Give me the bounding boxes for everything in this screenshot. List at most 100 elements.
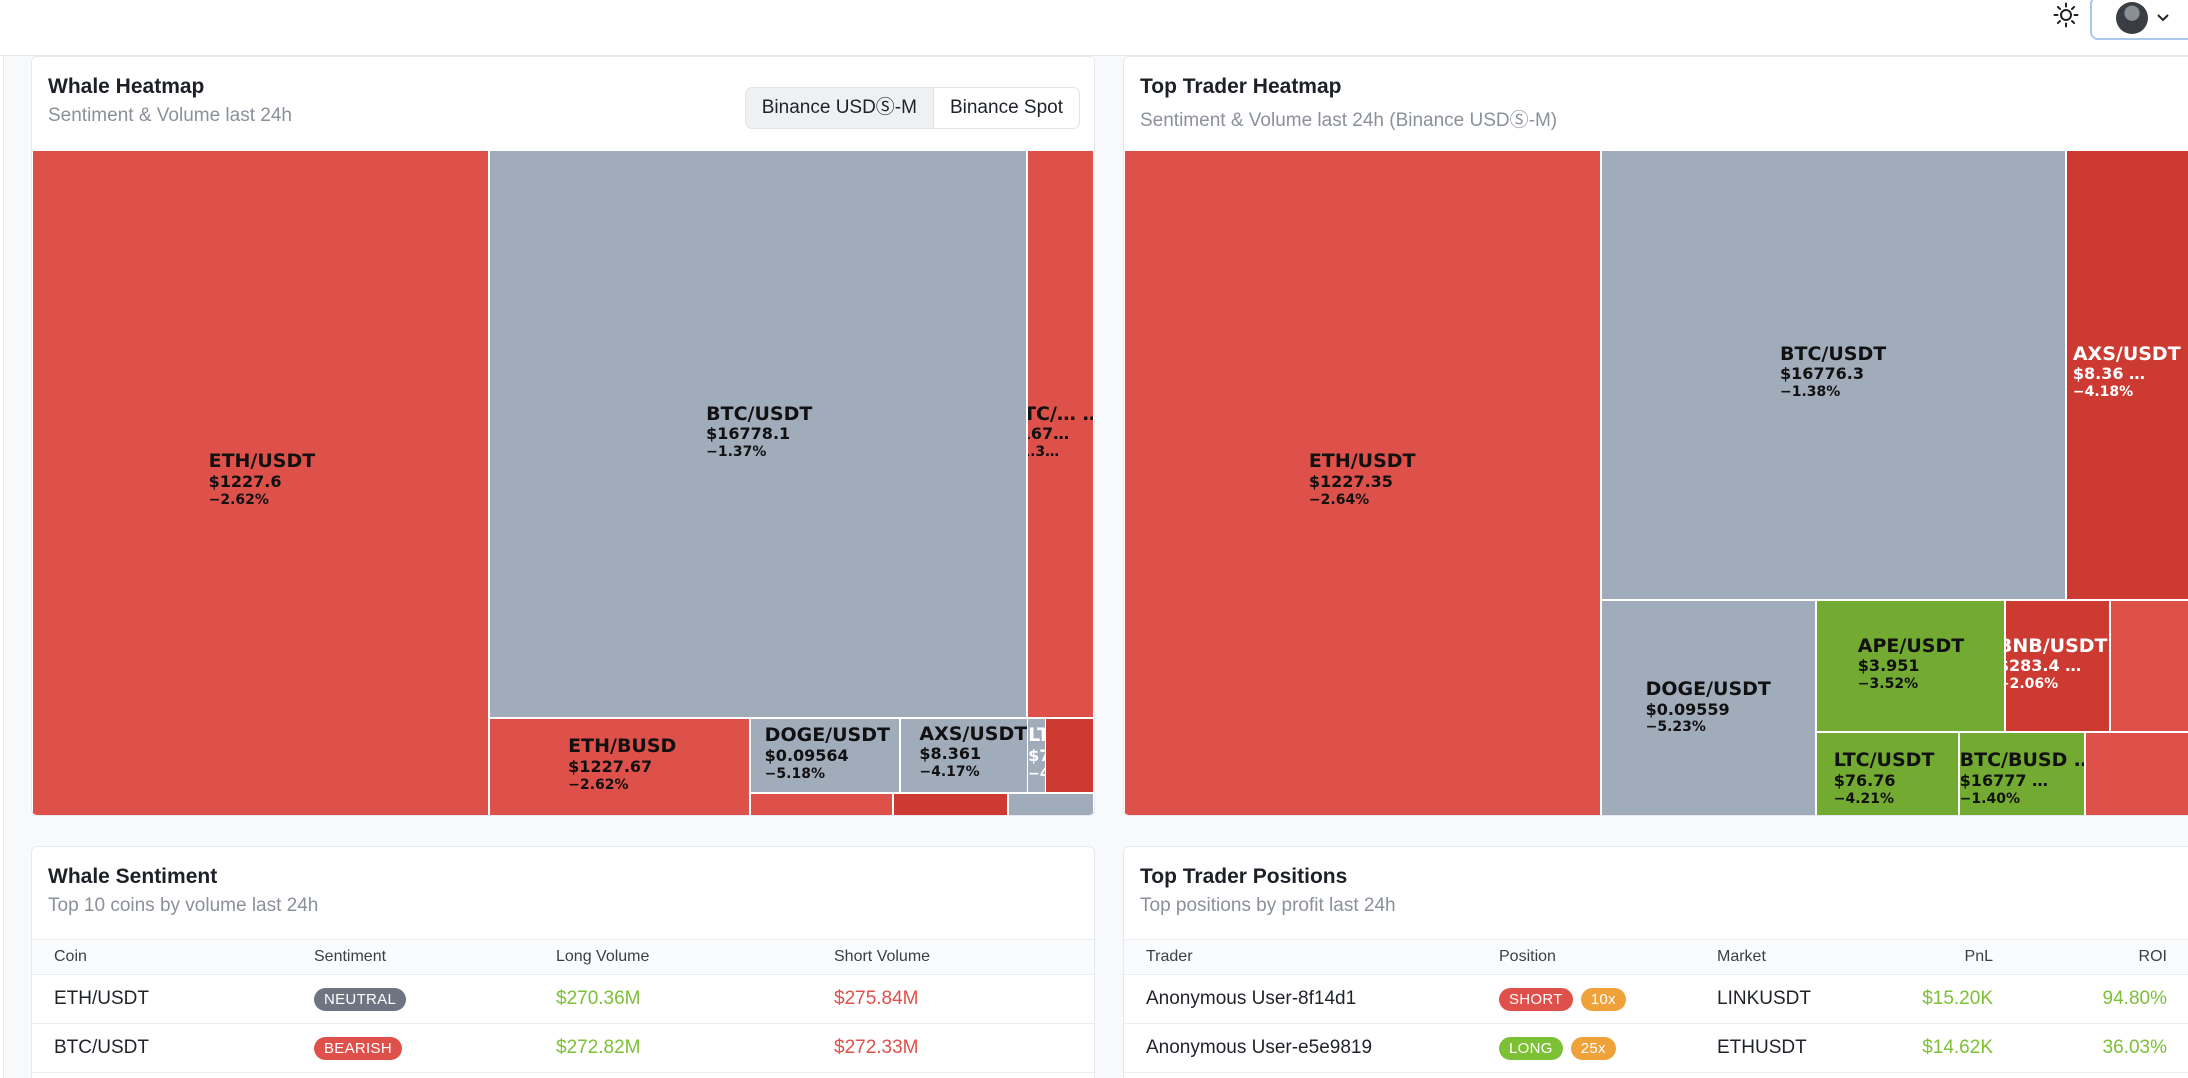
whale-sentiment-table: Coin Sentiment Long Volume Short Volume … bbox=[32, 939, 1094, 1073]
theme-toggle-button[interactable] bbox=[2050, 1, 2082, 29]
tile-symbol: LT… … bbox=[1028, 724, 1046, 747]
sun-icon bbox=[2053, 2, 2079, 28]
whale-tile[interactable]: ETH/USDT $1227.6 −2.62% bbox=[32, 150, 490, 815]
top-trader-positions-subtitle: Top positions by profit last 24h bbox=[1140, 895, 1396, 916]
whale-tile-label: DOGE/USDT $0.09564 −5.18% bbox=[765, 724, 890, 782]
top-trader-heatmap-subtitle: Sentiment & Volume last 24h (Binance USD… bbox=[1140, 110, 1558, 131]
whale-sentiment-title: Whale Sentiment bbox=[48, 865, 218, 888]
top-trader-tile[interactable]: DOGE/USDT $0.09559 −5.23% bbox=[1600, 600, 1816, 815]
top-trader-tile-label: BNB/USDT …$283.4 …−2.06% bbox=[2005, 635, 2109, 693]
tile-price: $283.4 … bbox=[2005, 656, 2082, 676]
whale-tile-label: BTC/… …$167…−1.3… bbox=[1028, 403, 1093, 461]
short-volume-cell: $272.33M bbox=[812, 1023, 1094, 1073]
top-trader-tile[interactable]: APE/USDT $3.951 −3.52% bbox=[1815, 600, 2006, 732]
top-trader-tile[interactable]: BTC/USDT $16776.3 −1.38% bbox=[1600, 150, 2067, 601]
tile-price: $0.09564 bbox=[764, 745, 849, 765]
tile-change: −2.62% bbox=[208, 491, 269, 508]
top-trader-tile[interactable]: AXS/USDT …$8.36 …−4.18% bbox=[2066, 150, 2188, 601]
tile-change: −4.21% bbox=[1833, 790, 1895, 807]
column-header-roi[interactable]: ROI bbox=[2015, 939, 2188, 975]
tile-symbol: ETH/USDT bbox=[1308, 450, 1416, 473]
side-badge: LONG bbox=[1499, 1036, 1563, 1060]
column-header-position[interactable]: Position bbox=[1477, 939, 1695, 975]
column-header-sentiment[interactable]: Sentiment bbox=[292, 939, 534, 975]
market-cell: LINKUSDT bbox=[1695, 974, 1895, 1024]
top-trader-heatmap-title: Top Trader Heatmap bbox=[1140, 75, 1342, 98]
user-menu-button[interactable] bbox=[2090, 0, 2188, 40]
whale-tile-label: ETH/BUSD $1227.67 −2.62% bbox=[568, 735, 676, 793]
top-trader-tile[interactable]: BTC/BUSD … $16777 … −1.40% bbox=[1958, 731, 2085, 815]
sentiment-cell: BEARISH bbox=[292, 1023, 534, 1073]
tab-binance-spot[interactable]: Binance Spot bbox=[949, 97, 1063, 118]
exchange-toggle: Binance USDⓈ-M Binance Spot bbox=[744, 87, 1080, 129]
whale-tile[interactable] bbox=[1007, 793, 1094, 815]
tile-symbol: BTC/USDT bbox=[706, 402, 813, 425]
column-header-market[interactable]: Market bbox=[1695, 939, 1895, 975]
tile-symbol: APE/USDT bbox=[1857, 634, 1965, 657]
tile-symbol: ETH/USDT bbox=[208, 450, 316, 473]
whale-tile-label: AXS/USDT $8.361 −4.17% bbox=[919, 723, 1027, 781]
tile-change: −1.40% bbox=[1959, 790, 2020, 807]
tile-change: −2.64% bbox=[1308, 491, 1370, 508]
tile-change: −3.52% bbox=[1857, 676, 1919, 693]
status-badge: BEARISH bbox=[314, 1036, 402, 1060]
table-row[interactable]: ETH/USDT NEUTRAL $270.36M $275.84M bbox=[32, 974, 1094, 1024]
whale-tile[interactable]: BTC/USDT $16778.1 −1.37% bbox=[489, 150, 1028, 718]
top-trader-tile[interactable]: ETH/USDT $1227.35 −2.64% bbox=[1124, 150, 1601, 815]
top-trader-tile-label: DOGE/USDT $0.09559 −5.23% bbox=[1646, 678, 1771, 736]
long-volume-cell: $270.36M bbox=[534, 974, 812, 1024]
tile-symbol: DOGE/USDT bbox=[764, 724, 890, 747]
tile-price: $76… bbox=[1028, 745, 1046, 765]
top-trader-tile[interactable] bbox=[2110, 600, 2188, 732]
whale-heatmap-subtitle: Sentiment & Volume last 24h bbox=[48, 105, 292, 126]
whale-tile[interactable]: AXS/USDT $8.361 −4.17% bbox=[900, 717, 1046, 794]
table-row[interactable]: BTC/USDT BEARISH $272.82M $272.33M bbox=[32, 1023, 1094, 1073]
tile-price: $16777 … bbox=[1959, 770, 2049, 790]
top-trader-tile[interactable] bbox=[2084, 731, 2188, 815]
tile-price: $76.76 bbox=[1833, 770, 1896, 790]
whale-tile-label: BTC/USDT $16778.1 −1.37% bbox=[706, 403, 812, 461]
table-row[interactable]: Anonymous User-8f14d1 SHORT 10x LINKUSDT … bbox=[1124, 974, 2188, 1024]
roi-cell: 94.80% bbox=[2015, 974, 2188, 1024]
column-header-short-volume[interactable]: Short Volume bbox=[812, 939, 1094, 975]
leverage-badge: 10x bbox=[1580, 987, 1626, 1011]
coin-cell: BTC/USDT bbox=[32, 1023, 292, 1073]
column-header-long-volume[interactable]: Long Volume bbox=[534, 939, 812, 975]
tile-price: $16776.3 bbox=[1780, 363, 1865, 383]
top-trader-heatmap-card: Top Trader Heatmap Sentiment & Volume la… bbox=[1123, 56, 2188, 816]
top-trader-tile[interactable]: LTC/USDT $76.76 −4.21% bbox=[1815, 731, 1959, 815]
whale-tile[interactable]: LT… …$76…−4… bbox=[1027, 717, 1047, 794]
trader-cell: Anonymous User-e5e9819 bbox=[1124, 1023, 1477, 1073]
tile-price: $16778.1 bbox=[706, 424, 791, 444]
top-trader-tile-label: LTC/USDT $76.76 −4.21% bbox=[1834, 749, 1935, 807]
tile-symbol: DOGE/USDT bbox=[1645, 678, 1771, 701]
top-trader-tile-label: BTC/USDT $16776.3 −1.38% bbox=[1780, 343, 1886, 401]
whale-tile[interactable]: DOGE/USDT $0.09564 −5.18% bbox=[749, 717, 901, 794]
short-volume-cell: $275.84M bbox=[812, 974, 1094, 1024]
position-cell: LONG 25x bbox=[1477, 1023, 1695, 1073]
column-header-trader[interactable]: Trader bbox=[1124, 939, 1477, 975]
tile-change: −4.17% bbox=[919, 764, 980, 781]
tile-change: −4… bbox=[1028, 765, 1046, 782]
tile-symbol: LTC/USDT bbox=[1833, 749, 1935, 772]
whale-tile[interactable]: BTC/… …$167…−1.3… bbox=[1027, 150, 1094, 718]
whale-tile[interactable] bbox=[893, 793, 1008, 815]
column-header-pnl[interactable]: PnL bbox=[1895, 939, 2015, 975]
tab-binance-usdm[interactable]: Binance USDⓈ-M bbox=[745, 88, 934, 128]
tile-price: $8.361 bbox=[919, 744, 982, 764]
status-badge: NEUTRAL bbox=[314, 987, 407, 1011]
tile-change: −5.23% bbox=[1645, 719, 1706, 736]
table-row[interactable]: Anonymous User-e5e9819 LONG 25x ETHUSDT $… bbox=[1124, 1023, 2188, 1073]
whale-tile[interactable] bbox=[749, 793, 894, 815]
top-trader-tile[interactable]: BNB/USDT …$283.4 …−2.06% bbox=[2005, 600, 2111, 732]
pnl-cell: $15.20K bbox=[1895, 974, 2015, 1024]
whale-tile[interactable] bbox=[1045, 717, 1094, 794]
table-header-row: Coin Sentiment Long Volume Short Volume bbox=[32, 939, 1094, 975]
column-header-coin[interactable]: Coin bbox=[32, 939, 292, 975]
whale-tile[interactable]: ETH/BUSD $1227.67 −2.62% bbox=[489, 717, 750, 815]
tile-change: −2.06% bbox=[2006, 676, 2059, 693]
trader-cell: Anonymous User-8f14d1 bbox=[1124, 974, 1477, 1024]
top-trader-tile-label: ETH/USDT $1227.35 −2.64% bbox=[1309, 450, 1416, 508]
avatar bbox=[2116, 2, 2148, 34]
top-trader-positions-title: Top Trader Positions bbox=[1140, 865, 1348, 888]
